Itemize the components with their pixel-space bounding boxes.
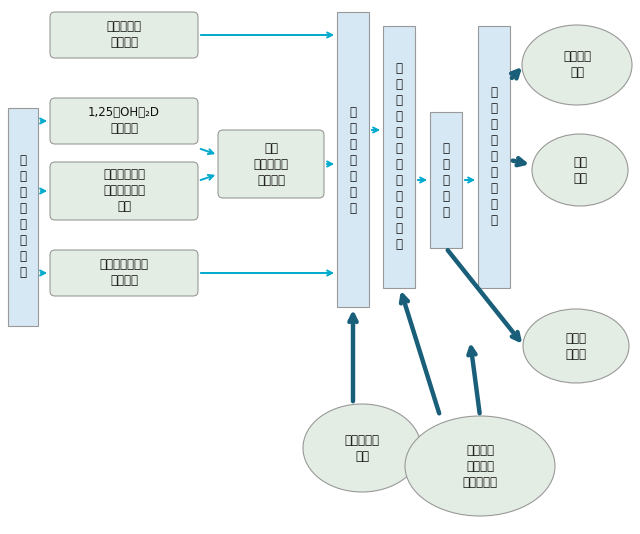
Text: 腸管の老化と
運動，分泌の
低下: 腸管の老化と 運動，分泌の 低下 (103, 169, 145, 214)
Text: 骨粗鬆症
改善: 骨粗鬆症 改善 (563, 51, 591, 80)
Bar (337, 12, 369, 307)
Text: 副甲状腺
ホルモン
分泌正常化: 副甲状腺 ホルモン 分泌正常化 (463, 444, 497, 489)
Text: 尿中カルシウム
排泄増加: 尿中カルシウム 排泄増加 (99, 258, 148, 287)
Text: カルシウム
摂取不足: カルシウム 摂取不足 (106, 20, 141, 50)
FancyBboxPatch shape (50, 98, 198, 144)
Ellipse shape (532, 134, 628, 206)
Text: 1,25（OH）₂D
合成減少: 1,25（OH）₂D 合成減少 (88, 106, 160, 136)
FancyBboxPatch shape (50, 250, 198, 296)
FancyBboxPatch shape (50, 162, 198, 220)
Text: 腸管
カルシウム
吸収低下: 腸管 カルシウム 吸収低下 (253, 142, 289, 186)
Text: 骨
量
減
少
・
骨
粗
鬆
症: 骨 量 減 少 ・ 骨 粗 鬆 症 (490, 87, 497, 227)
Bar (478, 26, 510, 288)
Text: 骨量
増加: 骨量 増加 (573, 155, 587, 185)
Bar (8, 108, 38, 326)
Text: 骨吸収
正常化: 骨吸収 正常化 (566, 332, 586, 360)
Bar (430, 112, 462, 248)
Bar (383, 26, 415, 288)
Ellipse shape (523, 309, 629, 383)
Ellipse shape (522, 25, 632, 105)
Text: 副
甲
状
腺
ホ
ル
モ
ン
分
泌
亢
進: 副 甲 状 腺 ホ ル モ ン 分 泌 亢 進 (396, 62, 403, 252)
Text: カルシウム
補給: カルシウム 補給 (344, 434, 380, 462)
Ellipse shape (303, 404, 421, 492)
Text: 骨
吸
収
亢
進: 骨 吸 収 亢 進 (442, 142, 449, 218)
Text: エ
ス
ト
ロ
ゲ
ン
減
少: エ ス ト ロ ゲ ン 減 少 (19, 154, 26, 279)
FancyBboxPatch shape (50, 12, 198, 58)
FancyBboxPatch shape (218, 130, 324, 198)
Text: カ
ル
シ
ウ
ム
不
足: カ ル シ ウ ム 不 足 (349, 106, 356, 215)
Ellipse shape (405, 416, 555, 516)
